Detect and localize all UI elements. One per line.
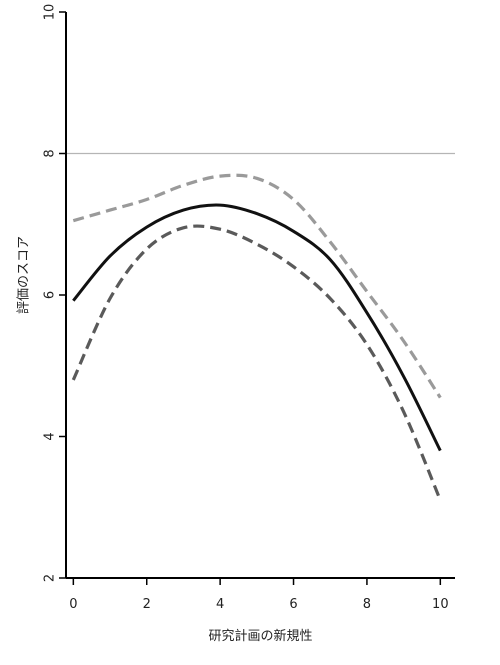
y-axis-title: 評価のスコア [17, 236, 32, 314]
ticks-layer: 0 2 4 6 8 10 2 4 6 8 10 [43, 4, 449, 612]
x-tick-label: 4 [216, 597, 224, 612]
y-tick-label: 10 [43, 4, 58, 21]
y-tick-label: 8 [43, 149, 58, 157]
y-tick-label: 2 [43, 574, 58, 582]
x-tick-label: 0 [69, 597, 77, 612]
series-line-3 [71, 224, 442, 501]
axes-layer [65, 12, 455, 579]
x-tick-label: 2 [143, 597, 151, 612]
x-tick-label: 10 [432, 597, 449, 612]
y-tick-label: 4 [43, 432, 58, 440]
x-tick-label: 6 [289, 597, 297, 612]
series-line-2 [72, 173, 442, 399]
x-tick-label: 8 [363, 597, 371, 612]
series-line-1 [72, 203, 442, 452]
series-layer [71, 173, 442, 501]
x-axis-title: 研究計画の新規性 [208, 628, 312, 644]
y-tick-label: 6 [43, 291, 58, 299]
